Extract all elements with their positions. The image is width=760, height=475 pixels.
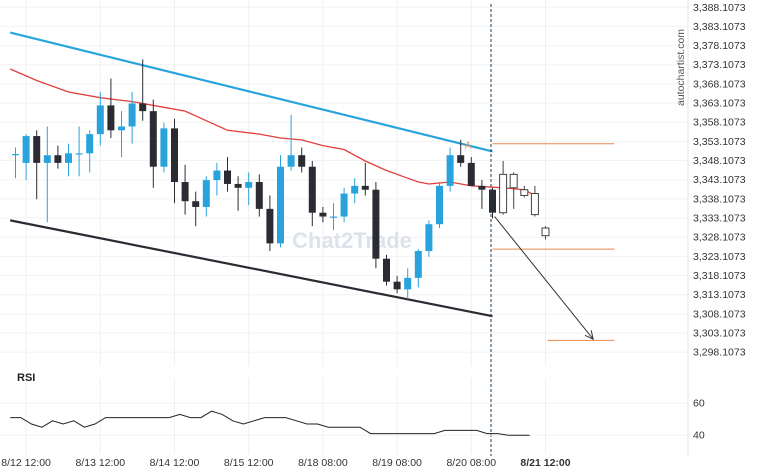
candle-body — [393, 281, 401, 290]
candle-body — [12, 154, 19, 156]
x-tick-label: 8/15 12:00 — [224, 457, 274, 469]
candle-body — [509, 173, 518, 189]
candle-body — [499, 173, 508, 214]
candle-body — [414, 251, 422, 278]
y-tick-label: 3,358.1073 — [693, 117, 746, 129]
candle-body — [489, 189, 496, 213]
time-axis: 8/12 12:00 8/13 12:00 8/14 12:00 8/15 12:00… — [1, 457, 570, 469]
y-tick-label: 3,333.1073 — [693, 213, 746, 225]
candle-body — [160, 128, 168, 167]
annotations: A — [465, 4, 615, 456]
candle-body — [372, 189, 380, 259]
y-tick-label: 3,303.1073 — [693, 328, 746, 340]
candle-body — [234, 183, 242, 188]
channel-lines — [9, 31, 536, 318]
y-tick-label: 3,313.1073 — [693, 289, 746, 301]
y-tick-label: 3,383.1073 — [693, 21, 746, 33]
candle-body — [340, 193, 348, 217]
y-tick-label: 3,363.1073 — [693, 98, 746, 110]
candle-body — [213, 170, 221, 181]
candle-body — [308, 166, 316, 213]
candle-body — [107, 105, 115, 131]
candle-body — [530, 193, 539, 216]
candle-body — [65, 153, 72, 163]
candle-body — [255, 182, 263, 209]
y-tick-label: 3,338.1073 — [693, 193, 746, 205]
candle-body — [425, 224, 433, 252]
rsi-tick-label: 60 — [693, 398, 705, 410]
candlesticks — [12, 59, 550, 299]
candle-body — [319, 212, 327, 217]
candle-body — [436, 185, 443, 225]
candle-body — [245, 182, 253, 188]
y-tick-label: 3,308.1073 — [693, 308, 746, 320]
y-tick-label: 3,348.1073 — [693, 155, 746, 167]
candle-body — [54, 155, 62, 163]
candle-body — [298, 155, 306, 167]
rsi-panel: RSI 60 40 — [0, 372, 705, 442]
y-tick-label: 3,323.1073 — [693, 251, 746, 263]
y-tick-label: 3,328.1073 — [693, 232, 746, 244]
candle-body — [457, 155, 465, 163]
candle-body — [202, 180, 210, 207]
x-tick-label: 8/14 12:00 — [150, 457, 200, 469]
candle-body — [478, 185, 486, 190]
candle-body — [22, 136, 30, 163]
lower-channel-line — [9, 219, 493, 318]
candle-body — [192, 201, 200, 207]
candle-body — [224, 170, 231, 184]
candle-body — [96, 105, 104, 135]
candle-body — [541, 227, 550, 237]
candle-body — [330, 216, 337, 218]
x-tick-label: 8/18 08:00 — [298, 457, 348, 469]
y-tick-label: 3,368.1073 — [693, 78, 746, 90]
forecast-arrow-head — [584, 330, 594, 341]
watermark-chat2trade: Chat2Trade — [292, 228, 412, 253]
y-tick-label: 3,388.1073 — [693, 2, 746, 14]
price-axis: 3,388.1073 3,383.1073 3,378.1073 3,373.1073… — [687, 0, 746, 456]
candle-body — [266, 208, 274, 244]
candle-body — [351, 185, 359, 194]
candle-body — [128, 103, 136, 127]
rsi-label: RSI — [17, 372, 35, 384]
candle-body — [118, 126, 125, 131]
y-tick-label: 3,353.1073 — [693, 136, 746, 148]
candle-body — [287, 155, 295, 167]
y-tick-label: 3,343.1073 — [693, 174, 746, 186]
candle-body — [75, 153, 83, 155]
x-tick-label: 8/19 08:00 — [372, 457, 422, 469]
y-tick-label: 3,373.1073 — [693, 59, 746, 71]
candle-body — [149, 111, 157, 167]
x-tick-label: 8/20 08:00 — [446, 457, 496, 469]
upper-channel-line — [9, 31, 493, 153]
candle-body — [467, 162, 475, 186]
candle-body — [139, 103, 147, 112]
x-tick-label: 8/12 12:00 — [1, 457, 51, 469]
candle-body — [383, 258, 390, 282]
candle-body — [43, 155, 51, 163]
candle-body — [86, 134, 94, 154]
y-tick-label: 3,298.1073 — [693, 347, 746, 359]
candle-body — [277, 166, 284, 244]
candle-body — [361, 185, 369, 190]
candle-body — [171, 128, 178, 183]
forecast-arrow-line — [494, 216, 594, 340]
y-tick-label: 3,378.1073 — [693, 40, 746, 52]
candle-body — [446, 155, 454, 186]
rsi-line — [10, 410, 530, 436]
moving-average-line — [9, 68, 536, 197]
rsi-tick-label: 40 — [693, 430, 705, 442]
x-tick-label: 8/21 12:00 — [520, 457, 570, 469]
pattern-marker: A — [465, 140, 472, 151]
x-tick-label: 8/13 12:00 — [75, 457, 125, 469]
watermark-autochartist: autochartist.com — [675, 29, 687, 106]
candle-body — [520, 189, 529, 196]
gridlines: Chat2Trade — [0, 0, 688, 454]
candle-body — [404, 277, 412, 290]
candle-body — [33, 136, 41, 163]
candle-body — [181, 182, 189, 202]
y-tick-label: 3,318.1073 — [693, 270, 746, 282]
